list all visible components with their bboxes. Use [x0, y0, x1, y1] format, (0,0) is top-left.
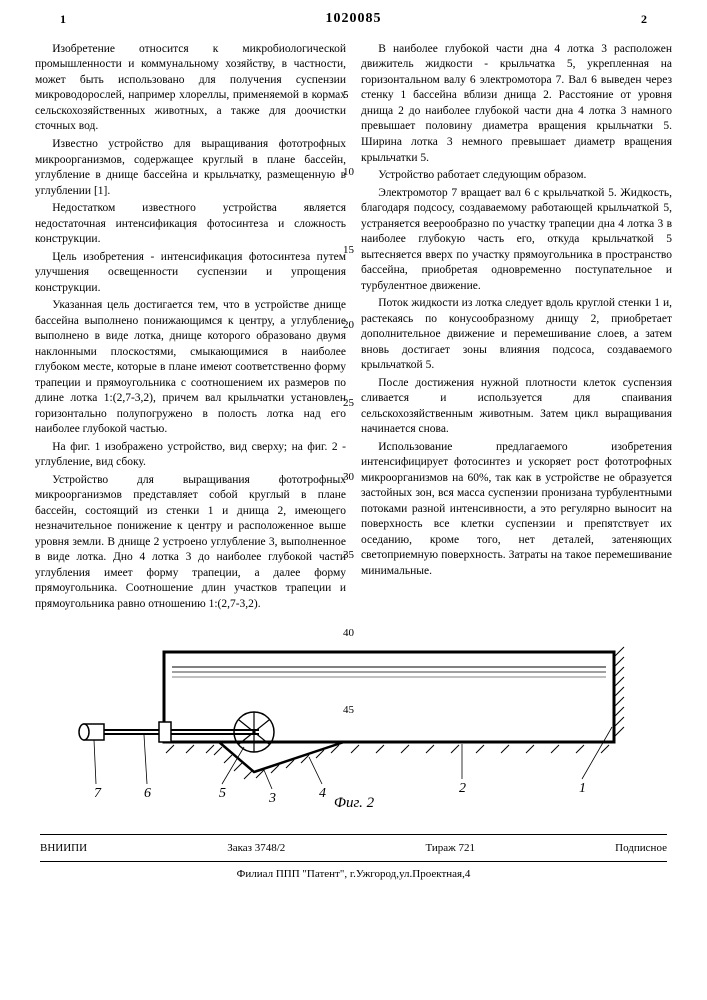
line-num-35: 35: [343, 548, 354, 563]
paragraph: Указанная цель достигается тем, что в ус…: [35, 298, 346, 438]
footer-org: ВНИИПИ: [40, 841, 87, 856]
footer-row-1: ВНИИПИ Заказ 3748/2 Тираж 721 Подписное: [40, 841, 667, 862]
footer-order: Заказ 3748/2: [227, 841, 285, 856]
paragraph: Использование предлагаемого изобретения …: [361, 440, 672, 580]
paragraph: Устройство работает следующим образом.: [361, 168, 672, 184]
line-num-15: 15: [343, 243, 354, 258]
footer-row-2: Филиал ППП "Патент", г.Ужгород,ул.Проект…: [40, 862, 667, 882]
line-num-5: 5: [343, 88, 349, 103]
right-column: В наиболее глубокой части дна 4 лотка 3 …: [361, 42, 672, 615]
line-num-10: 10: [343, 165, 354, 180]
figure-label-7: 7: [94, 786, 102, 801]
footer-sub: Подписное: [615, 841, 667, 856]
paragraph: Известно устройство для выращивания фото…: [35, 137, 346, 199]
footer: ВНИИПИ Заказ 3748/2 Тираж 721 Подписное …: [40, 834, 667, 882]
figure-label-1: 1: [579, 781, 586, 796]
paragraph: На фиг. 1 изображено устройство, вид све…: [35, 440, 346, 471]
line-num-30: 30: [343, 470, 354, 485]
figure-label-4: 4: [319, 786, 326, 801]
paragraph: В наиболее глубокой части дна 4 лотка 3 …: [361, 42, 672, 166]
paragraph: Изобретение относится к микробиологическ…: [35, 42, 346, 135]
paragraph: Устройство для выращивания фототрофных м…: [35, 473, 346, 613]
figure-label-2: 2: [459, 781, 466, 796]
column-number-right: 2: [641, 11, 647, 27]
document-number: 1020085: [326, 10, 382, 29]
line-num-25: 25: [343, 396, 354, 411]
line-num-40: 40: [343, 626, 354, 641]
left-column: Изобретение относится к микробиологическ…: [35, 42, 346, 615]
figure-caption: Фиг. 2: [333, 795, 374, 811]
paragraph: Недостатком известного устройства являет…: [35, 201, 346, 248]
header-row: 1 1020085 2: [0, 0, 707, 37]
paragraph: Цель изобретения - интенсификация фотоси…: [35, 250, 346, 297]
vessel-outline: [164, 652, 614, 742]
line-num-20: 20: [343, 318, 354, 333]
column-number-left: 1: [60, 11, 66, 27]
figure-label-6: 6: [144, 786, 151, 801]
paragraph: После достижения нужной плотности клеток…: [361, 376, 672, 438]
footer-tirage: Тираж 721: [425, 841, 475, 856]
figure-label-3: 3: [268, 791, 276, 806]
line-num-45: 45: [343, 703, 354, 718]
paragraph: Электромотор 7 вращает вал 6 с крыльчатк…: [361, 186, 672, 295]
figure-container: 7 6 5 3 4 2 1 Фиг. 2: [0, 624, 707, 826]
figure-label-5: 5: [219, 786, 226, 801]
footer-branch: Филиал ППП "Патент", г.Ужгород,ул.Проект…: [237, 868, 471, 880]
paragraph: Поток жидкости из лотка следует вдоль кр…: [361, 296, 672, 374]
figure-2-svg: 7 6 5 3 4 2 1 Фиг. 2: [64, 632, 644, 812]
